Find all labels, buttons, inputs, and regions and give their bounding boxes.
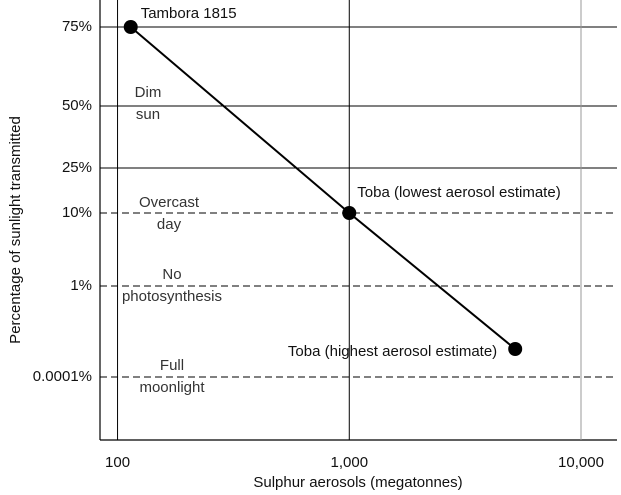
x-tick-label: 10,000 (558, 454, 604, 471)
y-tick-label: 1% (70, 277, 92, 294)
zone-label: Overcast (139, 194, 200, 211)
y-tick-label: 75% (62, 18, 92, 35)
x-axis-label: Sulphur aerosols (megatonnes) (253, 474, 462, 491)
zone-label: photosynthesis (122, 288, 222, 305)
zone-label: No (162, 266, 181, 283)
zone-label: Full (160, 357, 184, 374)
zone-label: sun (136, 106, 160, 123)
x-tick-label: 1,000 (331, 454, 369, 471)
y-tick-label: 50% (62, 97, 92, 114)
zone-label: day (157, 216, 182, 233)
y-axis-label: Percentage of sunlight transmitted (7, 116, 24, 344)
zone-label: moonlight (139, 379, 205, 396)
y-tick-label: 0.0001% (33, 368, 92, 385)
zone-label: Dim (135, 84, 162, 101)
y-tick-label: 25% (62, 159, 92, 176)
data-point (123, 20, 138, 34)
data-point (342, 206, 357, 220)
x-tick-label: 100 (105, 454, 130, 471)
point-label: Toba (lowest aerosol estimate) (357, 184, 560, 201)
point-label: Tambora 1815 (141, 5, 237, 22)
y-tick-label: 10% (62, 204, 92, 221)
point-label: Toba (highest aerosol estimate) (288, 343, 497, 360)
data-point (508, 342, 523, 357)
